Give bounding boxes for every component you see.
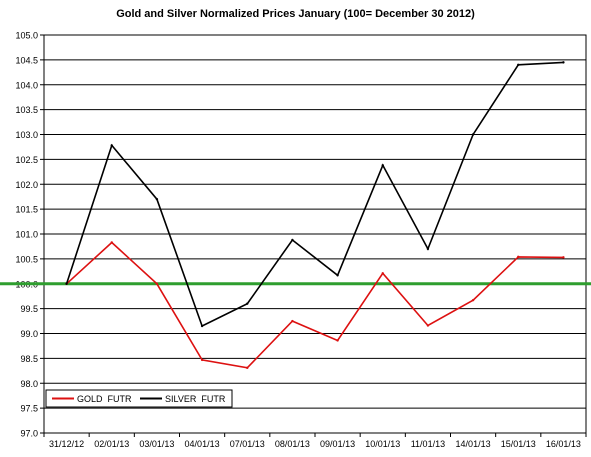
data-point (426, 247, 430, 251)
data-point (562, 256, 565, 259)
data-point (381, 164, 384, 167)
data-point (471, 298, 475, 302)
data-point (291, 319, 294, 323)
y-tick-label: 101.0 (15, 230, 38, 240)
data-point (517, 63, 520, 67)
y-tick-label: 98.0 (20, 379, 38, 389)
data-point (246, 366, 249, 370)
legend-label: GOLD FUTR (77, 394, 132, 404)
y-tick-label: 103.5 (15, 105, 38, 115)
x-tick-label: 04/01/13 (185, 439, 220, 449)
x-tick-label: 09/01/13 (320, 439, 355, 449)
y-tick-label: 102.0 (15, 180, 38, 190)
data-point (65, 282, 68, 285)
series-line-gold (66, 241, 564, 369)
x-tick-label: 07/01/13 (230, 439, 265, 449)
x-tick-label: 03/01/13 (139, 439, 174, 449)
x-tick-label: 15/01/13 (501, 439, 536, 449)
y-tick-label: 103.0 (15, 130, 38, 140)
data-point (381, 272, 384, 275)
data-point (562, 61, 565, 64)
x-tick-label: 11/01/13 (411, 439, 445, 449)
data-point (200, 324, 204, 328)
data-point (110, 241, 113, 244)
y-tick-label: 102.5 (15, 155, 38, 165)
data-point (155, 282, 159, 285)
series-line-silver (65, 61, 564, 328)
x-tick-label: 08/01/13 (275, 439, 310, 449)
y-tick-label: 104.0 (15, 80, 38, 90)
data-point (246, 302, 249, 305)
y-tick-label: 97.0 (20, 429, 38, 439)
x-tick-label: 16/01/13 (546, 439, 581, 449)
x-tick-label: 31/12/12 (49, 439, 84, 449)
y-tick-label: 104.5 (15, 55, 38, 65)
legend-label: SILVER FUTR (165, 394, 226, 404)
data-point (336, 339, 339, 342)
legend (45, 389, 233, 408)
data-point (291, 238, 294, 242)
y-tick-label: 99.0 (20, 329, 38, 339)
data-point (517, 255, 520, 259)
data-point (110, 144, 113, 147)
data-point (471, 133, 475, 136)
data-point (200, 358, 204, 362)
data-point (426, 324, 430, 327)
x-tick-label: 02/01/13 (94, 439, 129, 449)
data-point (155, 197, 159, 201)
x-tick-label: 14/01/13 (456, 439, 491, 449)
chart-title: Gold and Silver Normalized Prices Januar… (116, 8, 475, 20)
y-tick-label: 99.5 (20, 304, 38, 314)
y-tick-label: 100.5 (15, 254, 38, 264)
y-tick-label: 101.5 (15, 205, 38, 215)
data-point (336, 274, 339, 277)
y-tick-label: 97.5 (20, 404, 38, 414)
y-tick-label: 105.0 (15, 31, 38, 41)
x-tick-label: 10/01/13 (365, 439, 400, 449)
y-tick-label: 98.5 (20, 354, 38, 364)
